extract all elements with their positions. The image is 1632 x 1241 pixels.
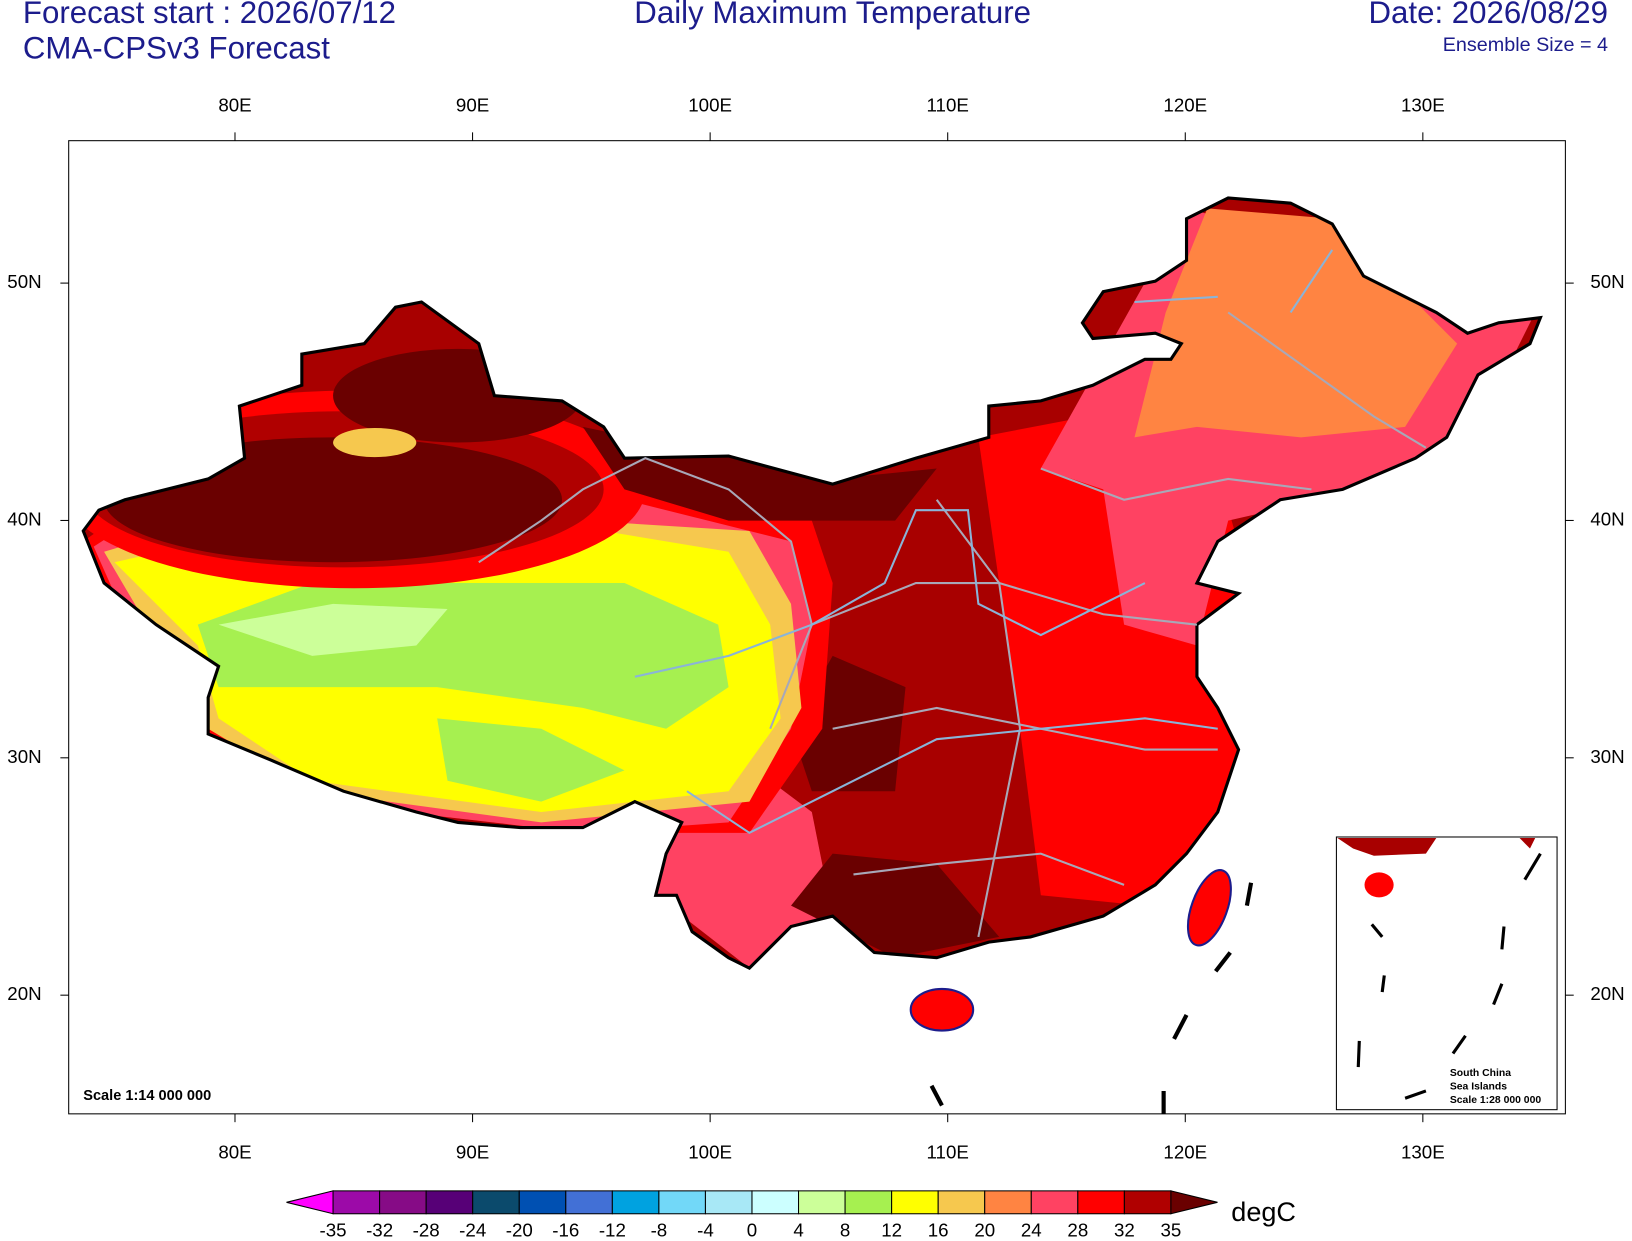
valid-date: Date: 2026/08/29	[1369, 0, 1609, 30]
colorbar-label: 0	[747, 1219, 757, 1240]
china-border	[81, 196, 1543, 971]
y-tick-label: 20N	[7, 983, 41, 1004]
colorbar-box	[798, 1190, 846, 1215]
inset-label: Sea Islands	[1450, 1082, 1507, 1093]
x-tick-label: 110E	[927, 94, 969, 115]
colorbar-label: -16	[552, 1219, 579, 1240]
colorbar-box	[472, 1190, 520, 1215]
colorbar-label: -4	[697, 1219, 714, 1240]
colorbar-unit: degC	[1231, 1197, 1296, 1227]
maritime-boundary	[929, 882, 1254, 1114]
colorbar-box	[425, 1190, 474, 1215]
inset-hainan	[1364, 872, 1394, 898]
x-tick-label: 100E	[688, 94, 732, 115]
x-tick-label: 100E	[688, 1141, 732, 1162]
colorbar-box	[379, 1190, 427, 1215]
colorbar-box	[1077, 1190, 1125, 1215]
x-tick-label: 90E	[456, 94, 489, 115]
colorbar-box	[1123, 1190, 1172, 1215]
colorbar-box	[658, 1190, 706, 1215]
colorbar-triangle	[1170, 1190, 1218, 1215]
colorbar-label: 12	[881, 1219, 902, 1240]
y-tick-label: 30N	[7, 746, 41, 767]
colorbar-label: -8	[651, 1219, 668, 1240]
colorbar-label: 4	[793, 1219, 803, 1240]
colorbar-box	[1030, 1190, 1079, 1215]
x-tick-label: 80E	[218, 94, 251, 115]
map-scale: Scale 1:14 000 000	[83, 1088, 211, 1104]
colorbar-label: -28	[413, 1219, 440, 1240]
colorbar-box	[844, 1190, 893, 1215]
colorbar-box	[937, 1190, 986, 1215]
inset-boundary	[1356, 852, 1542, 1100]
colorbar-label: 35	[1161, 1219, 1182, 1240]
colorbar-triangle	[286, 1190, 334, 1215]
colorbar-label: 16	[928, 1219, 949, 1240]
y-tick-label: 40N	[1590, 508, 1624, 529]
colorbar-label: 20	[974, 1219, 995, 1240]
inset-label: Scale 1:28 000 000	[1450, 1095, 1542, 1106]
x-tick-label: 130E	[1401, 94, 1445, 115]
colorbar-label: -32	[366, 1219, 393, 1240]
forecast-start: Forecast start : 2026/07/12	[23, 0, 396, 30]
taiwan	[1186, 869, 1232, 947]
colorbar-label: -35	[320, 1219, 347, 1240]
y-tick-label: 50N	[7, 271, 41, 292]
colorbar-box	[891, 1190, 939, 1215]
x-tick-label: 80E	[218, 1141, 251, 1162]
colorbar-box	[984, 1190, 1032, 1215]
colorbar-box	[565, 1190, 613, 1215]
colorbar-box	[704, 1190, 753, 1215]
colorbar-label: 28	[1067, 1219, 1088, 1240]
title: Daily Maximum Temperature	[634, 0, 1031, 30]
colorbar-label: -20	[506, 1219, 533, 1240]
x-tick-label: 130E	[1401, 1141, 1445, 1162]
colorbar-box	[332, 1190, 381, 1215]
colorbar-box	[518, 1190, 567, 1215]
x-tick-label: 120E	[1163, 1141, 1207, 1162]
colorbar-box	[611, 1190, 660, 1215]
colorbar-label: -24	[459, 1219, 486, 1240]
rivers	[634, 249, 1334, 835]
y-tick-label: 30N	[1590, 746, 1624, 767]
colorbar-box	[751, 1190, 800, 1215]
colorbar-label: 8	[840, 1219, 850, 1240]
inset-label: South China	[1450, 1068, 1511, 1079]
inset-land	[1337, 838, 1536, 856]
x-tick-label: 110E	[927, 1141, 969, 1162]
y-tick-label: 40N	[7, 508, 41, 529]
y-tick-label: 20N	[1590, 983, 1624, 1004]
model-name: CMA-CPSv3 Forecast	[23, 30, 330, 65]
y-tick-label: 50N	[1590, 271, 1624, 292]
colorbar-label: -12	[599, 1219, 626, 1240]
colorbar-label: 24	[1021, 1219, 1042, 1240]
ensemble-size: Ensemble Size = 4	[1443, 34, 1608, 56]
colorbar-label: 32	[1114, 1219, 1135, 1240]
x-tick-label: 120E	[1163, 94, 1207, 115]
x-tick-label: 90E	[456, 1141, 489, 1162]
hainan	[909, 987, 975, 1032]
